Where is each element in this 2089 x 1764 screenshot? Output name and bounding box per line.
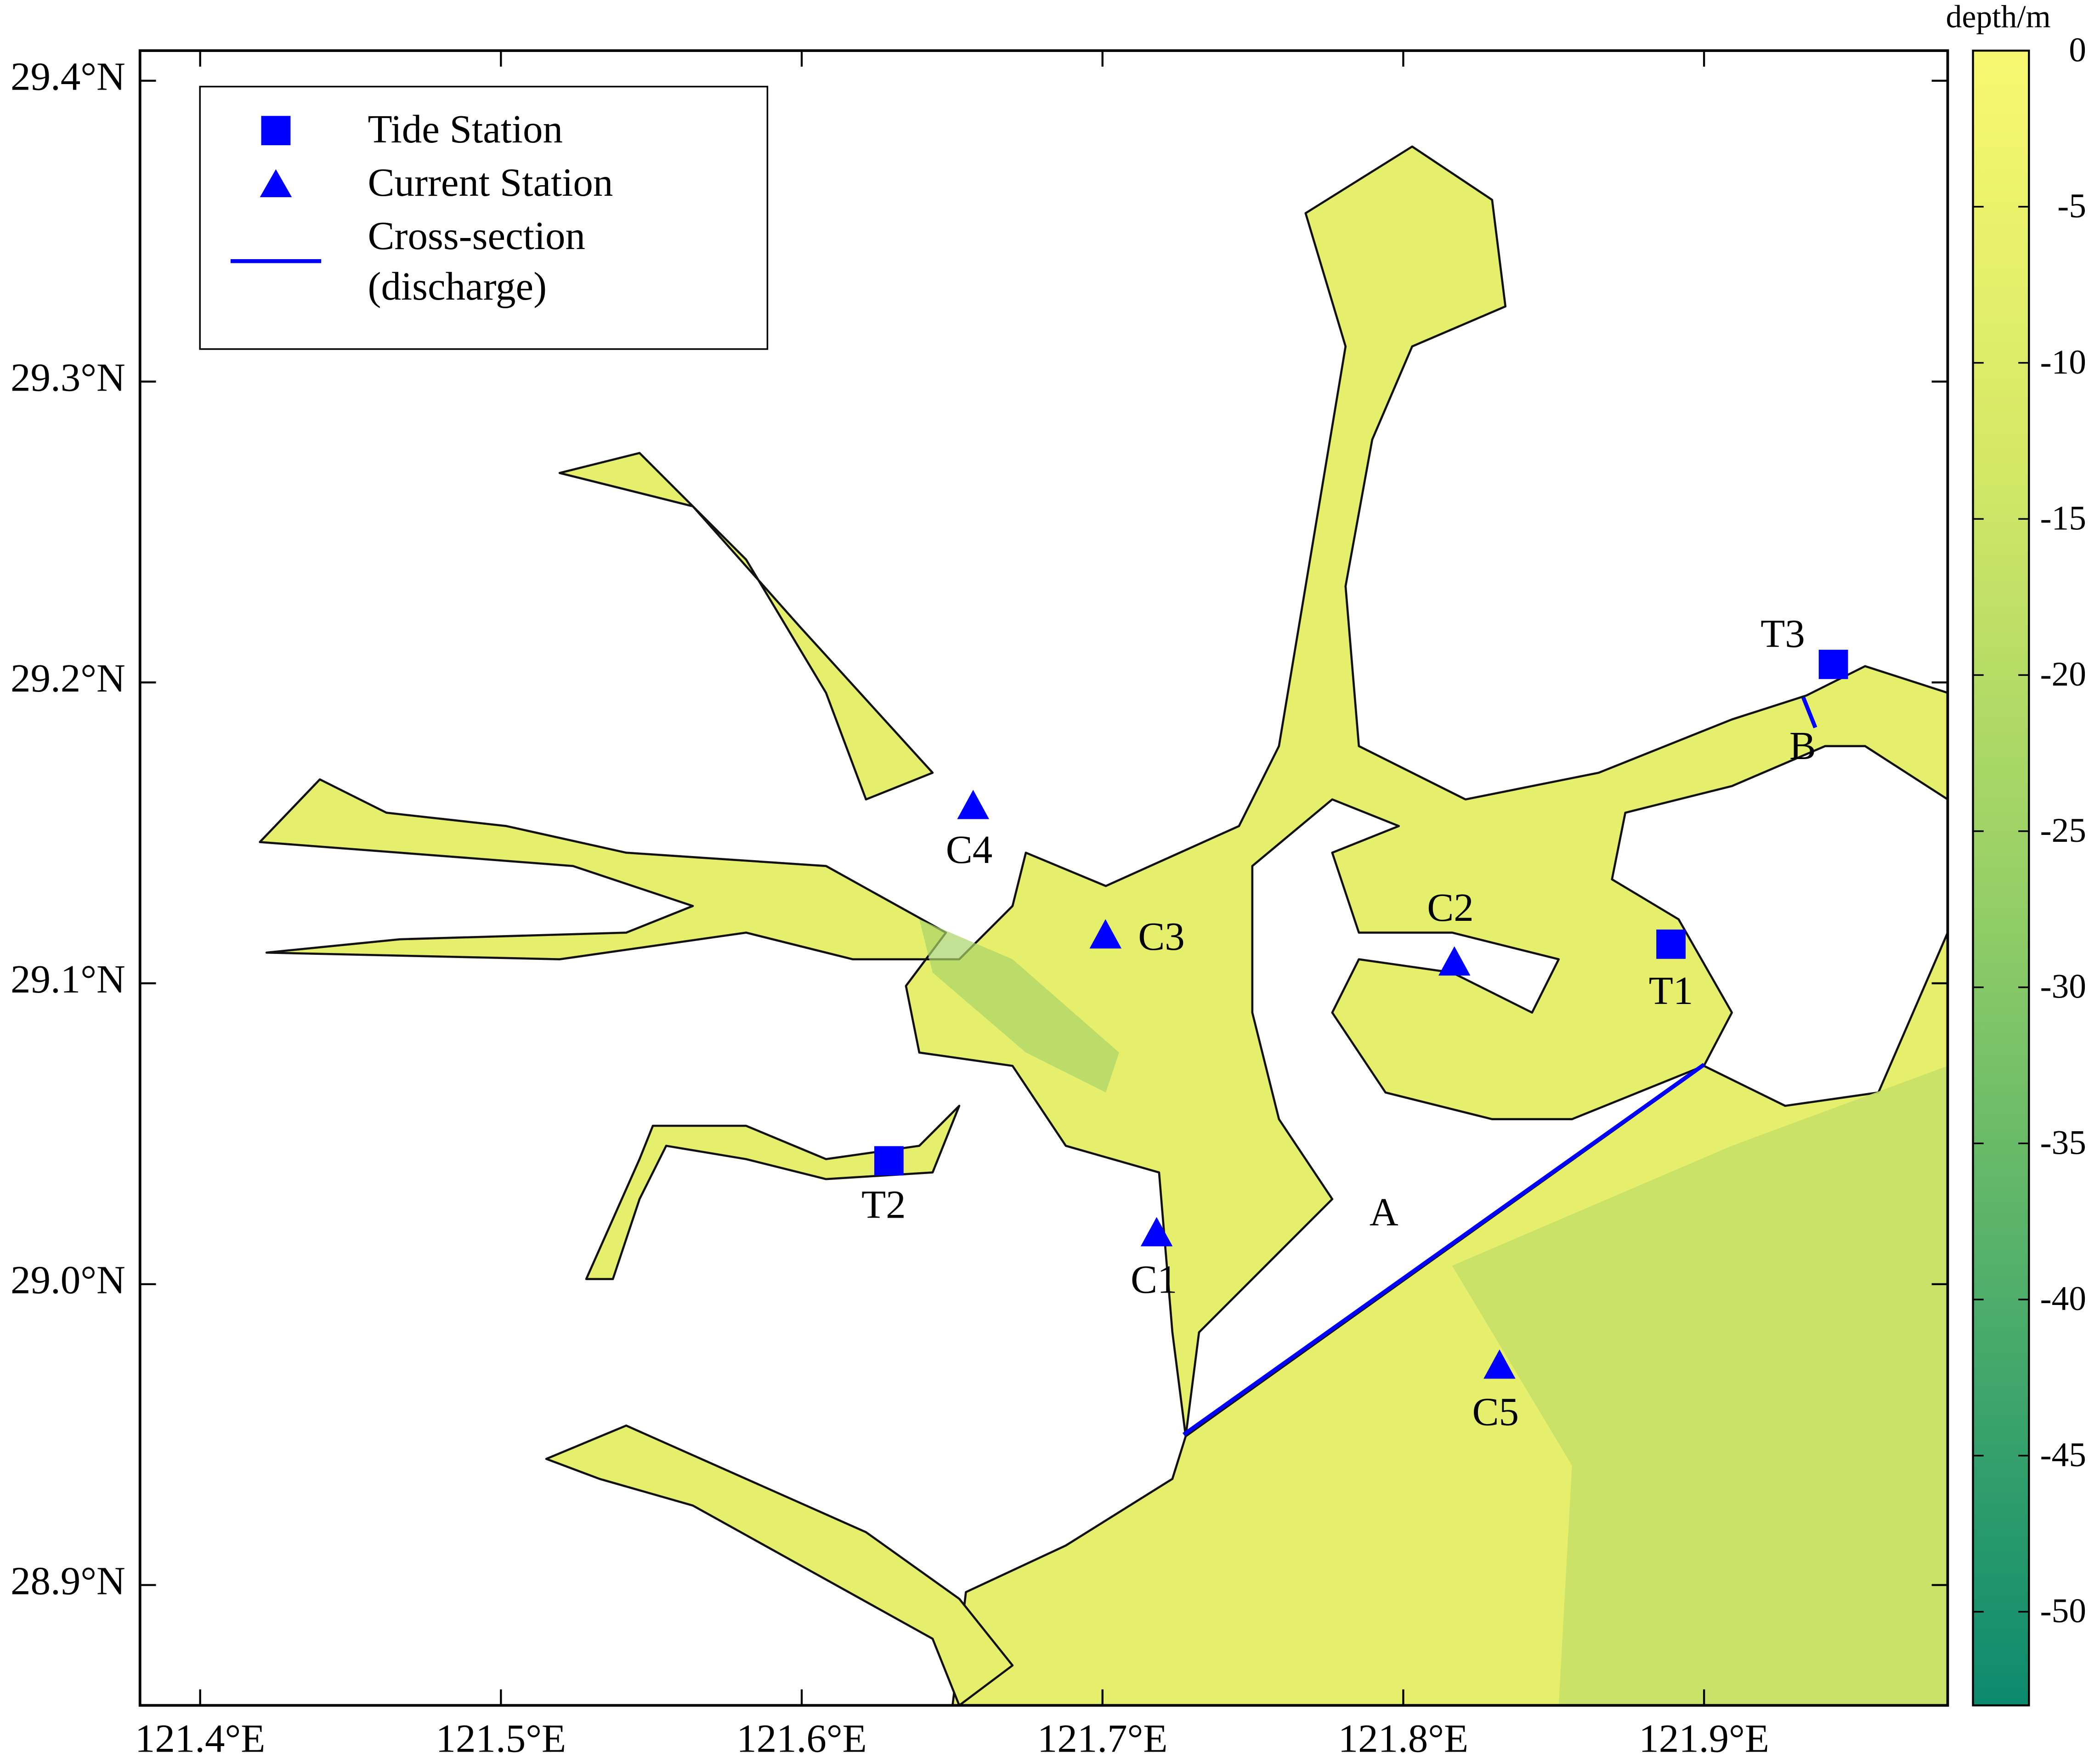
section-label: A <box>1370 1190 1398 1234</box>
legend: Tide Station Current Station Cross-secti… <box>199 85 769 350</box>
station-label: C1 <box>1131 1257 1178 1302</box>
colorbar-label: depth/m <box>1946 0 2051 34</box>
x-tick-label: 121.9°E <box>1639 1716 1769 1761</box>
cross-section <box>1801 697 1817 729</box>
water-body <box>259 145 1948 1706</box>
colorbar-tick-label: -25 <box>2040 811 2086 850</box>
y-tick-label: 29.4°N <box>11 54 125 99</box>
x-tick-label: 121.4°E <box>135 1716 266 1761</box>
colorbar-tick-label: -5 <box>2057 187 2086 225</box>
x-tick-label: 121.8°E <box>1338 1716 1469 1761</box>
colorbar-tick-label: -40 <box>2040 1280 2086 1318</box>
legend-label: Current Station <box>368 160 613 204</box>
tide-station <box>874 1146 904 1176</box>
y-tick-label: 29.3°N <box>11 355 125 399</box>
southwest-channel <box>545 1424 1014 1706</box>
colorbar-tick-label: 0 <box>2069 31 2086 69</box>
station-label: C2 <box>1427 885 1474 930</box>
colorbar-tick-label: -15 <box>2040 499 2086 537</box>
y-tick-label: 28.9°N <box>11 1558 125 1603</box>
current-station <box>1140 1217 1173 1247</box>
station-label: C4 <box>946 827 993 872</box>
legend-label: (discharge) <box>368 264 547 308</box>
y-tick-label: 29.0°N <box>11 1258 125 1302</box>
station-label: C3 <box>1138 914 1185 959</box>
legend-square <box>261 116 291 146</box>
colorbar-tick-label: -30 <box>2040 968 2086 1006</box>
x-tick-label: 121.7°E <box>1037 1716 1168 1761</box>
legend-label: Tide Station <box>368 107 563 151</box>
station-label: T2 <box>861 1182 906 1227</box>
current-station <box>1483 1349 1516 1379</box>
section-label: B <box>1789 723 1816 768</box>
colorbar-tick-label: -35 <box>2040 1123 2086 1162</box>
colorbar-tick-label: -50 <box>2040 1592 2086 1630</box>
legend-box <box>199 85 769 350</box>
station-label: C5 <box>1472 1390 1519 1434</box>
y-tick-label: 29.1°N <box>11 957 125 1001</box>
current-station <box>957 789 989 819</box>
tide-station <box>1656 929 1686 959</box>
bay <box>259 145 1948 1438</box>
current-station <box>1438 946 1471 976</box>
station-label: T3 <box>1761 611 1805 656</box>
colorbar-tick-label: -10 <box>2040 343 2086 381</box>
colorbar <box>1972 50 2030 1707</box>
legend-label: Cross-section <box>368 213 585 258</box>
station-label: T1 <box>1649 968 1693 1013</box>
colorbar-tick-label: -45 <box>2040 1436 2086 1474</box>
tide-station <box>1818 650 1848 679</box>
north-channel <box>558 452 934 801</box>
current-station <box>1089 919 1122 949</box>
west-channel <box>585 1105 961 1280</box>
x-tick-label: 121.5°E <box>436 1716 566 1761</box>
cross-section <box>1182 1063 1705 1436</box>
x-tick-label: 121.6°E <box>736 1716 867 1761</box>
y-tick-label: 29.2°N <box>11 656 125 700</box>
legend-triangle <box>260 169 292 198</box>
deep-channel <box>919 919 1119 1093</box>
deep-sea <box>1452 1066 1948 1706</box>
plot-frame <box>138 49 1949 1707</box>
colorbar-tick-label: -20 <box>2040 655 2086 693</box>
